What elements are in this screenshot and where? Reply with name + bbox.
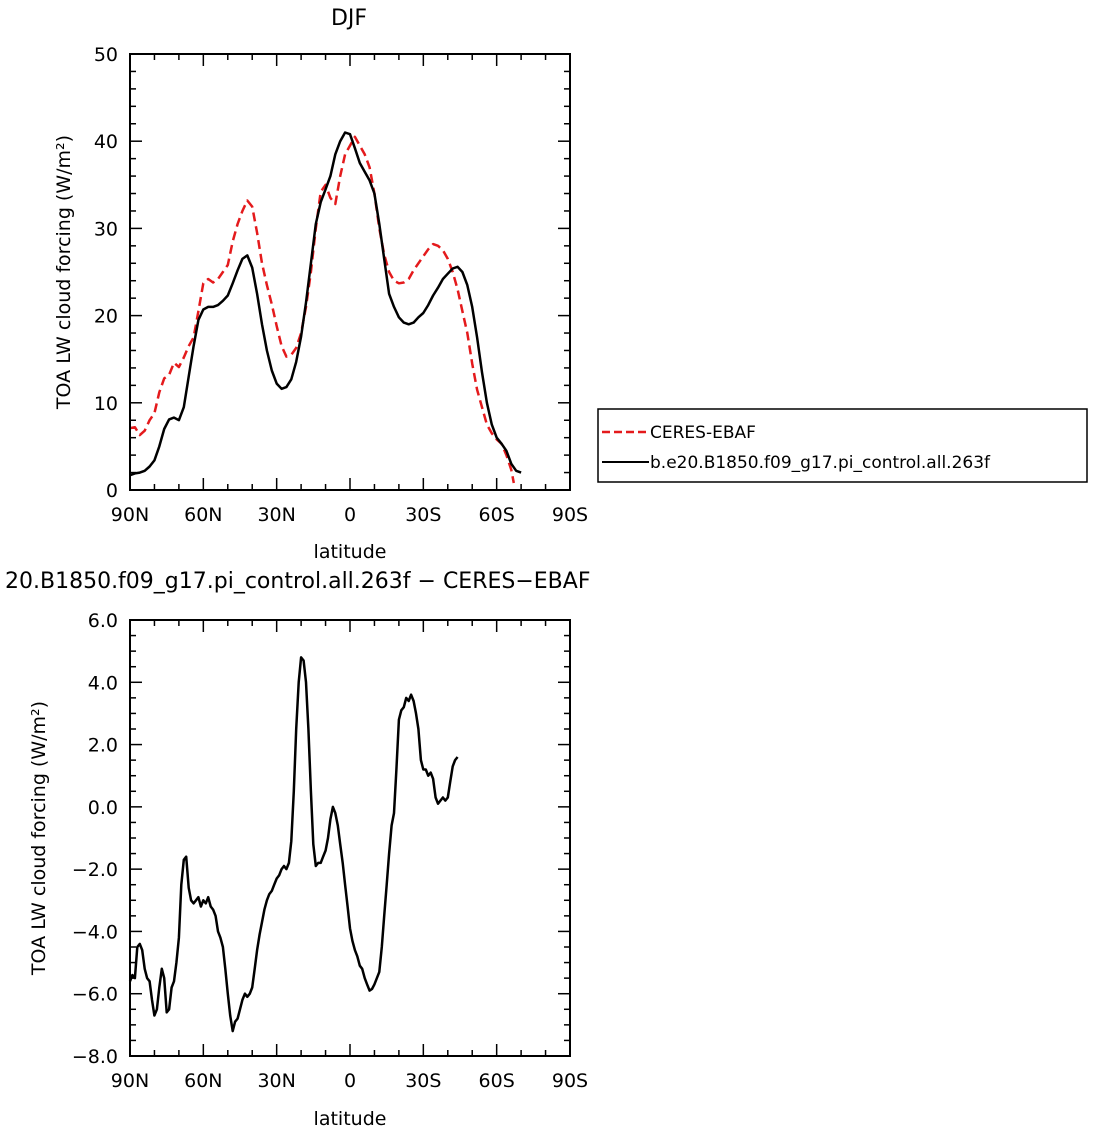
y-tick-label: −8.0 bbox=[72, 1046, 118, 1068]
x-tick-label: 30N bbox=[257, 504, 295, 526]
y-tick-label: 30 bbox=[94, 218, 118, 240]
x-tick-label: 60N bbox=[184, 504, 222, 526]
x-tick-label: 0 bbox=[344, 504, 356, 526]
top-panel: DJF TOA LW cloud forcing (W/m²) latitude… bbox=[53, 6, 588, 563]
y-tick-label: 40 bbox=[94, 131, 118, 153]
y-tick-label: 4.0 bbox=[88, 672, 118, 694]
legend-label-ceres-ebaf: CERES-EBAF bbox=[650, 423, 756, 443]
bottom-y-axis-title: TOA LW cloud forcing (W/m²) bbox=[28, 701, 50, 976]
x-tick-label: 30S bbox=[405, 504, 441, 526]
x-tick-label: 60S bbox=[479, 1070, 515, 1092]
x-tick-label: 30N bbox=[257, 1070, 295, 1092]
series-line-panel1-0 bbox=[128, 656, 459, 1033]
y-tick-label: 2.0 bbox=[88, 735, 118, 757]
y-tick-label: 10 bbox=[94, 393, 118, 415]
x-tick-label: 90N bbox=[111, 1070, 149, 1092]
y-tick-label: 50 bbox=[94, 44, 118, 66]
top-plot-frame bbox=[129, 53, 571, 491]
x-tick-label: 30S bbox=[405, 1070, 441, 1092]
bottom-plot-frame bbox=[129, 619, 571, 1057]
x-tick-label: 60N bbox=[184, 1070, 222, 1092]
bottom-panel: 20.B1850.f09_g17.pi_control.all.263f − C… bbox=[5, 569, 590, 1130]
x-tick-label: 60S bbox=[479, 504, 515, 526]
y-tick-label: 20 bbox=[94, 306, 118, 328]
y-tick-label: −2.0 bbox=[72, 859, 118, 881]
y-tick-label: 0.0 bbox=[88, 797, 118, 819]
bottom-chart-title: 20.B1850.f09_g17.pi_control.all.263f − C… bbox=[5, 569, 590, 594]
series-line-ceres-ebaf bbox=[129, 135, 516, 484]
y-tick-label: 0 bbox=[106, 480, 118, 502]
top-chart-title: DJF bbox=[331, 6, 367, 31]
legend-label-model: b.e20.B1850.f09_g17.pi_control.all.263f bbox=[650, 453, 991, 473]
legend: CERES-EBAF b.e20.B1850.f09_g17.pi_contro… bbox=[597, 408, 1088, 483]
top-x-axis-title: latitude bbox=[314, 541, 387, 563]
y-tick-label: −4.0 bbox=[72, 921, 118, 943]
y-tick-label: 6.0 bbox=[88, 610, 118, 632]
x-tick-label: 0 bbox=[344, 1070, 356, 1092]
y-tick-label: −6.0 bbox=[72, 984, 118, 1006]
x-tick-label: 90N bbox=[111, 504, 149, 526]
bottom-x-axis-title: latitude bbox=[314, 1108, 387, 1130]
series-line-b-e20-b1850-f09-g17-pi-control-all-263f bbox=[129, 131, 522, 477]
top-y-axis-title: TOA LW cloud forcing (W/m²) bbox=[53, 135, 75, 410]
legend-box bbox=[597, 408, 1088, 483]
x-tick-label: 90S bbox=[552, 504, 588, 526]
x-tick-label: 90S bbox=[552, 1070, 588, 1092]
